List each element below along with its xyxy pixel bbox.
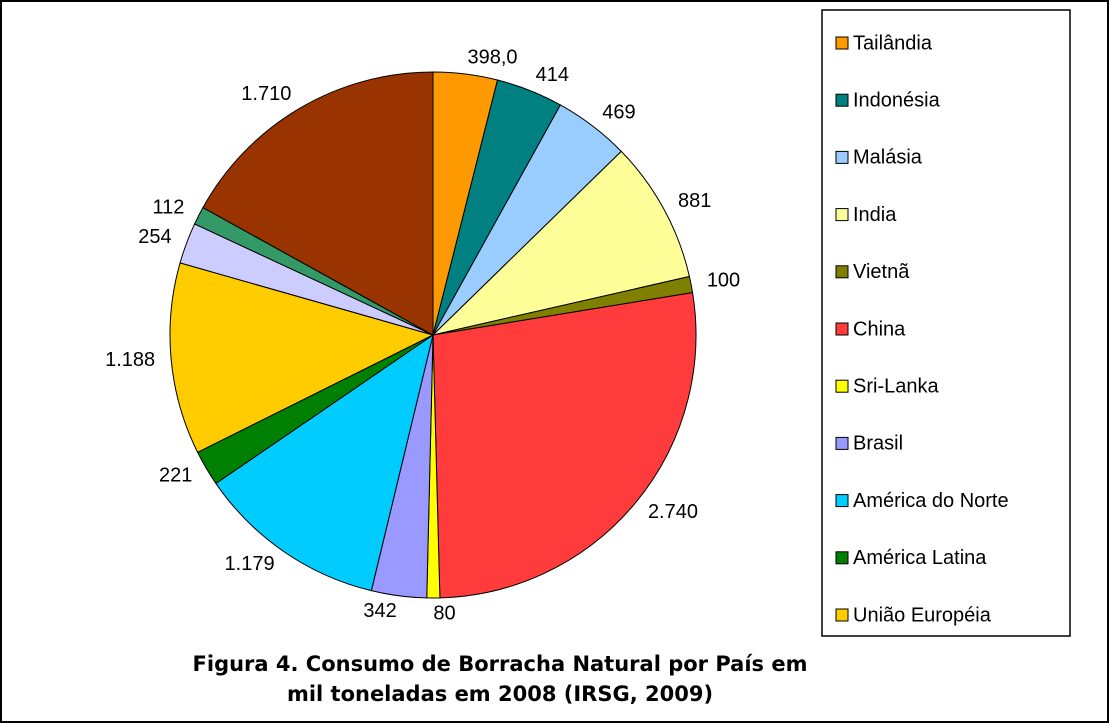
- legend-box: [821, 9, 1071, 637]
- legend-swatch: [835, 265, 849, 279]
- caption-line: mil toneladas em 2008 (IRSG, 2009): [287, 682, 713, 706]
- data-label: 414: [536, 64, 569, 86]
- pie-slice: [432, 292, 697, 599]
- data-label: 1.179: [225, 553, 275, 575]
- legend-label: Vietnã: [853, 261, 910, 283]
- legend-label: Malásia: [853, 147, 923, 169]
- data-label: 100: [707, 270, 740, 292]
- legend-swatch: [835, 379, 849, 393]
- data-label: 112: [152, 197, 184, 219]
- legend-swatch: [835, 608, 849, 622]
- legend-swatch: [835, 322, 849, 336]
- legend-label: Brasil: [853, 433, 903, 455]
- pie-slice: [215, 333, 434, 592]
- legend-label: União Européia: [853, 604, 992, 626]
- legend-swatch: [835, 208, 849, 222]
- data-label: 1.188: [105, 349, 155, 371]
- data-label: 80: [433, 602, 455, 624]
- data-label: 881: [678, 190, 711, 212]
- data-label: 254: [138, 226, 171, 248]
- legend-label: América do Norte: [853, 490, 1009, 512]
- data-label: 469: [602, 101, 635, 123]
- legend-label: India: [853, 204, 897, 226]
- pie-slice: [169, 262, 435, 453]
- data-label: 342: [363, 600, 396, 622]
- legend-label: Indonésia: [853, 89, 941, 111]
- legend-swatch: [835, 36, 849, 50]
- legend-swatch: [835, 436, 849, 450]
- legend-label: Tailândia: [853, 32, 933, 54]
- data-label: 2.740: [648, 501, 698, 523]
- data-label: 398,0: [467, 46, 517, 68]
- legend-swatch: [835, 551, 849, 565]
- legend-swatch: [835, 150, 849, 164]
- pie-slice: [202, 71, 434, 336]
- legend-swatch: [835, 93, 849, 107]
- pie-slice: [431, 150, 691, 336]
- legend-label: Sri-Lanka: [853, 375, 939, 397]
- data-label: 221: [159, 465, 192, 487]
- data-label: 1.710: [241, 83, 291, 105]
- legend-label: China: [853, 318, 906, 340]
- legend-swatch: [835, 494, 849, 508]
- caption-line: Figura 4. Consumo de Borracha Natural po…: [193, 652, 808, 676]
- legend-label: América Latina: [853, 547, 987, 569]
